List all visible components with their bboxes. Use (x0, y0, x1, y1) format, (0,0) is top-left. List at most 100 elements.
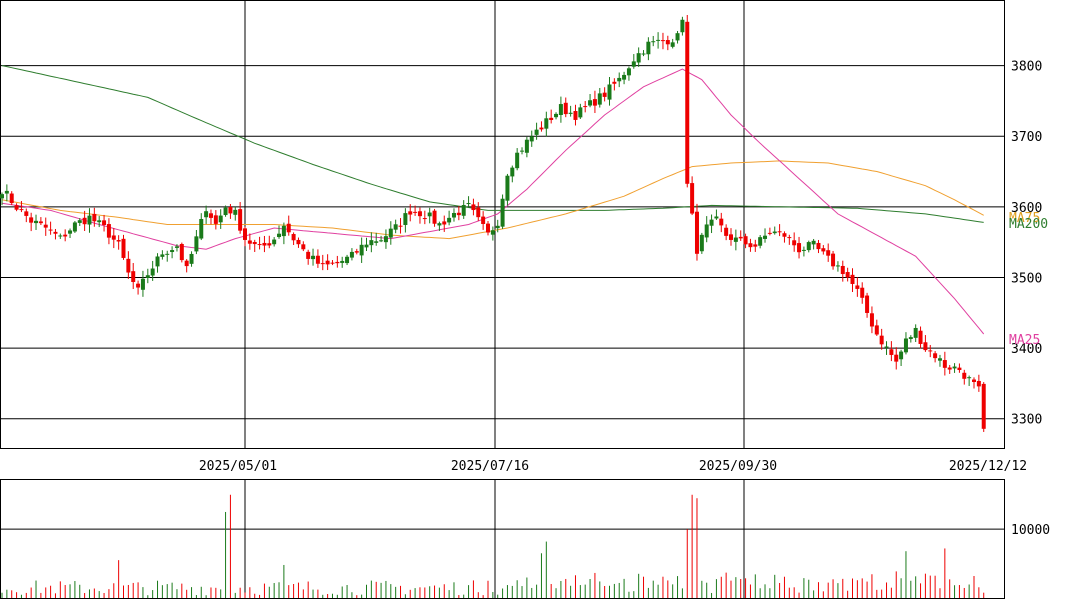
candle-down (845, 272, 850, 278)
candle-down (976, 380, 981, 387)
candle-down (972, 379, 976, 383)
candle-down (476, 207, 481, 218)
candle-down (869, 313, 874, 327)
candle-down (63, 234, 68, 237)
candle-up (349, 251, 354, 258)
candle-down (787, 237, 792, 239)
candle-up (272, 239, 277, 245)
y-tick-label: 3300 (1011, 413, 1042, 428)
candle-down (184, 260, 189, 267)
candle-down (296, 239, 301, 245)
candle-up (160, 254, 165, 257)
candle-up (359, 244, 364, 256)
candle-up (763, 235, 768, 239)
candle-up (403, 213, 408, 225)
candle-down (850, 274, 855, 284)
candle-down (315, 255, 320, 264)
candle-down (962, 372, 967, 379)
candle-down (413, 211, 418, 213)
candle-down (252, 241, 257, 245)
candle-down (549, 117, 554, 120)
candle-up (646, 41, 651, 55)
candle-down (918, 330, 923, 344)
candle-up (952, 366, 957, 369)
x-tick-label: 2025/05/01 (199, 459, 277, 474)
candle-down (330, 262, 335, 264)
candle-down (797, 243, 802, 253)
candle-up (554, 113, 559, 118)
candle-up (204, 211, 209, 218)
candle-up (967, 377, 972, 379)
candle-up (145, 275, 150, 278)
candle-up (165, 253, 170, 255)
candle-down (583, 106, 588, 108)
candle-up (500, 198, 505, 227)
candle-up (150, 268, 155, 276)
candle-down (136, 283, 141, 288)
candle-down (111, 235, 116, 240)
candle-down (92, 213, 97, 222)
candle-down (38, 221, 43, 224)
candle-down (106, 224, 111, 238)
candle-up (34, 220, 39, 224)
candle-down (874, 325, 879, 335)
candle-up (218, 215, 223, 223)
volume-bars (1, 494, 985, 598)
candle-down (957, 367, 962, 371)
candle-down (9, 193, 14, 204)
candle-up (529, 136, 534, 142)
candle-down (243, 228, 247, 240)
candle-down (208, 213, 213, 218)
candle-up (772, 231, 777, 234)
y-tick-label: 3400 (1011, 342, 1042, 357)
volume-tick-label: 10000 (1011, 523, 1050, 538)
candle-down (894, 354, 899, 362)
candle-down (262, 242, 267, 246)
candle-up (899, 351, 904, 360)
ma200-path (1, 65, 984, 223)
candle-down (782, 233, 787, 237)
candle-up (345, 256, 350, 264)
candle-down (748, 243, 753, 248)
candle-up (811, 240, 816, 245)
volume-panel (0, 479, 1005, 599)
candle-down (456, 212, 461, 216)
candle-down (767, 232, 772, 234)
x-axis-labels: 2025/05/01 2025/07/16 2025/09/30 2025/12/12 (199, 459, 1027, 474)
candle-down (729, 234, 733, 240)
candle-down (408, 211, 413, 215)
candle-down (126, 258, 131, 273)
candle-up (364, 244, 369, 248)
candle-down (325, 260, 330, 265)
candle-down (19, 209, 24, 211)
ma-labels: MA75 MA200 MA25 (1009, 211, 1048, 348)
candle-up (379, 240, 384, 242)
candle-up (558, 104, 563, 115)
candle-up (374, 241, 379, 243)
candles (0, 15, 986, 432)
candle-down (563, 102, 568, 115)
candle-up (704, 224, 709, 238)
candle-up (155, 256, 160, 267)
candle-down (486, 223, 490, 233)
candle-up (87, 215, 92, 225)
candle-down (471, 204, 476, 211)
candle-up (544, 118, 549, 129)
candle-up (223, 207, 228, 216)
candle-up (670, 42, 675, 47)
candle-up (505, 175, 510, 201)
candle-down (821, 248, 826, 252)
ma200-label: MA200 (1009, 217, 1048, 232)
candle-down (743, 236, 748, 245)
candle-down (777, 231, 782, 233)
candle-down (923, 342, 928, 351)
candle-down (257, 244, 262, 246)
candle-up (0, 194, 4, 199)
candle-down (432, 210, 437, 224)
candle-up (806, 242, 811, 251)
candle-up (495, 225, 500, 229)
ma200-line (1, 65, 984, 223)
candle-down (947, 367, 952, 370)
ma25-label: MA25 (1009, 333, 1040, 348)
